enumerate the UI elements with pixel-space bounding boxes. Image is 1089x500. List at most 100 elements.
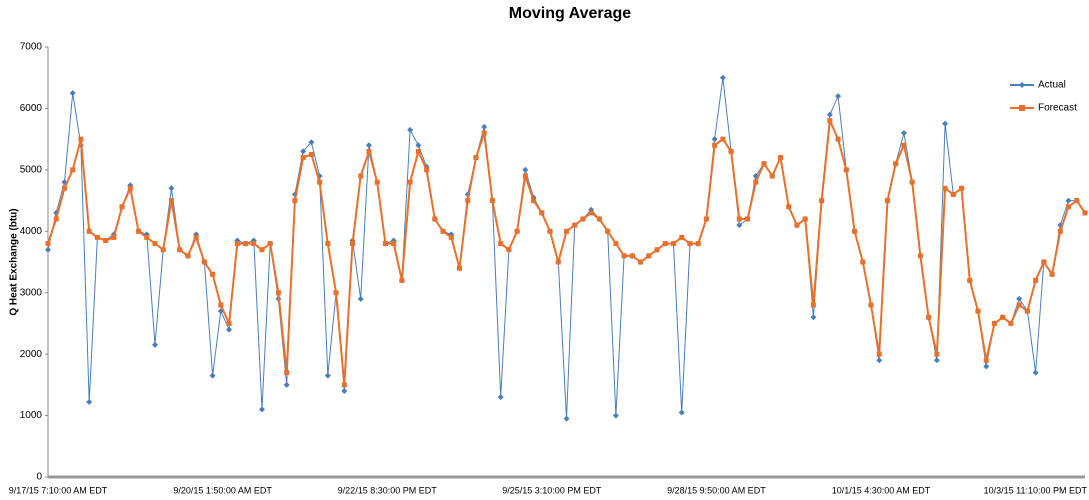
point-marker — [1016, 302, 1022, 308]
point-marker — [605, 228, 611, 234]
point-marker — [901, 142, 907, 148]
point-marker — [234, 241, 240, 247]
point-marker — [852, 228, 858, 234]
point-marker — [358, 173, 364, 179]
point-marker — [407, 126, 414, 133]
point-marker — [365, 142, 372, 149]
point-marker — [497, 394, 504, 401]
point-marker — [78, 136, 84, 142]
point-marker — [638, 259, 644, 265]
point-marker — [424, 167, 430, 173]
point-marker — [251, 241, 257, 247]
point-marker — [1082, 210, 1088, 216]
point-marker — [391, 241, 397, 247]
point-marker — [1049, 271, 1055, 277]
point-marker — [843, 167, 849, 173]
x-tick-label: 9/17/15 7:10:00 AM EDT — [9, 485, 108, 495]
point-marker — [308, 152, 314, 157]
y-axis-label: Q Heat Exchange (btu) — [9, 208, 20, 315]
point-marker — [201, 259, 207, 265]
point-marker — [94, 234, 100, 240]
point-marker — [736, 222, 743, 229]
point-marker — [679, 234, 685, 240]
point-marker — [103, 238, 109, 243]
point-marker — [432, 216, 438, 222]
point-marker — [786, 204, 792, 210]
point-marker — [926, 314, 932, 320]
point-marker — [350, 241, 356, 247]
point-marker — [942, 185, 948, 191]
point-marker — [596, 216, 602, 222]
point-marker — [168, 198, 174, 204]
point-marker — [802, 216, 808, 222]
point-marker — [415, 142, 422, 149]
point-marker — [374, 179, 380, 185]
point-marker — [736, 216, 742, 222]
point-marker — [1016, 295, 1023, 302]
point-marker — [983, 363, 990, 370]
point-marker — [539, 210, 545, 216]
point-marker — [711, 136, 718, 143]
point-marker — [588, 210, 594, 216]
legend-label: Actual — [1038, 80, 1066, 91]
series-line — [47, 77, 1086, 419]
point-marker — [678, 409, 685, 416]
x-tick-label: 9/25/15 3:10:00 PM EDT — [502, 485, 602, 495]
point-marker — [275, 290, 281, 296]
point-marker — [826, 111, 833, 118]
point-marker — [547, 228, 553, 234]
point-marker — [127, 185, 133, 191]
point-marker — [465, 198, 471, 204]
point-marker — [646, 253, 652, 259]
point-marker — [440, 228, 446, 234]
point-marker — [967, 277, 973, 283]
point-marker — [86, 399, 93, 406]
point-marker — [324, 372, 331, 379]
y-tick-label: 1000 — [20, 410, 43, 421]
point-marker — [226, 326, 233, 333]
point-marker — [522, 173, 528, 179]
point-marker — [1065, 197, 1072, 204]
point-marker — [357, 295, 364, 302]
point-marker — [457, 265, 463, 271]
point-marker — [481, 123, 488, 130]
point-marker — [226, 320, 232, 326]
point-marker — [719, 74, 726, 81]
point-marker — [613, 241, 619, 247]
point-marker — [152, 241, 158, 247]
point-marker — [884, 198, 890, 204]
point-marker — [1032, 369, 1039, 376]
point-marker — [531, 198, 537, 204]
point-marker — [300, 155, 306, 161]
point-marker — [1024, 308, 1030, 314]
point-marker — [876, 357, 883, 364]
point-marker — [300, 148, 307, 155]
point-marker — [654, 247, 660, 253]
point-marker — [53, 216, 59, 222]
point-marker — [267, 241, 273, 247]
point-marker — [563, 415, 570, 422]
point-marker — [86, 228, 92, 234]
point-marker — [761, 161, 767, 167]
point-marker — [572, 222, 578, 228]
point-marker — [177, 247, 183, 253]
point-marker — [193, 234, 199, 240]
point-marker — [712, 142, 718, 148]
point-marker — [555, 259, 561, 265]
point-marker — [366, 148, 372, 154]
point-marker — [819, 198, 825, 204]
point-marker — [333, 290, 339, 296]
point-marker — [209, 372, 216, 379]
legend-marker — [1019, 105, 1025, 111]
point-marker — [720, 136, 726, 142]
point-marker — [860, 259, 866, 265]
y-tick-label: 5000 — [20, 164, 43, 175]
point-marker — [243, 241, 249, 247]
point-marker — [876, 351, 882, 357]
point-marker — [695, 241, 701, 247]
point-marker — [1057, 228, 1063, 234]
point-marker — [45, 241, 51, 247]
chart-title: Moving Average — [509, 5, 632, 22]
point-marker — [1041, 259, 1047, 265]
